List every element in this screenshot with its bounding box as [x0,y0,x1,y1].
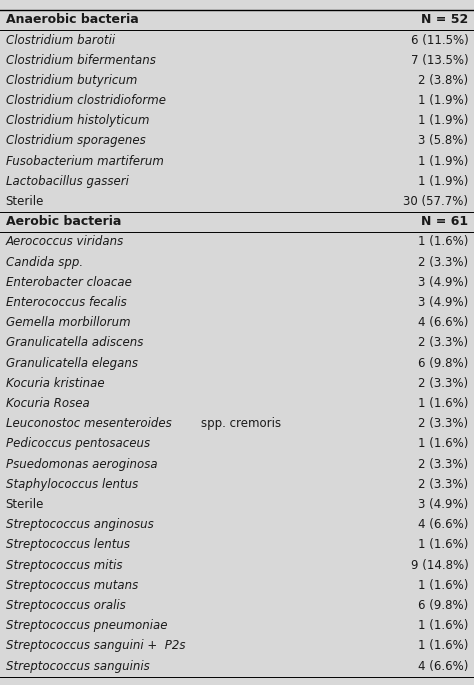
Text: 2 (3.3%): 2 (3.3%) [418,417,468,430]
Text: Aerobic bacteria: Aerobic bacteria [6,215,121,228]
Text: Kocuria Rosea: Kocuria Rosea [6,397,90,410]
Text: Streptococcus lentus: Streptococcus lentus [6,538,130,551]
Text: 1 (1.6%): 1 (1.6%) [418,579,468,592]
Text: Clostridium barotii: Clostridium barotii [6,34,115,47]
Text: 2 (3.3%): 2 (3.3%) [418,458,468,471]
Text: Clostridium clostridioforme: Clostridium clostridioforme [6,94,166,107]
Text: 2 (3.3%): 2 (3.3%) [418,377,468,390]
Text: 1 (1.6%): 1 (1.6%) [418,538,468,551]
Text: Kocuria kristinae: Kocuria kristinae [6,377,104,390]
Text: Staphylococcus lentus: Staphylococcus lentus [6,478,138,491]
Text: Aerococcus viridans: Aerococcus viridans [6,236,124,249]
Text: Streptococcus mitis: Streptococcus mitis [6,559,122,571]
Text: N = 52: N = 52 [421,13,468,26]
Text: Sterile: Sterile [6,498,44,511]
Text: Clostridium sporagenes: Clostridium sporagenes [6,134,146,147]
Text: 1 (1.6%): 1 (1.6%) [418,639,468,652]
Text: 6 (11.5%): 6 (11.5%) [410,34,468,47]
Text: Leuconostoc mesenteroides: Leuconostoc mesenteroides [6,417,172,430]
Text: 2 (3.3%): 2 (3.3%) [418,478,468,491]
Text: 1 (1.9%): 1 (1.9%) [418,155,468,168]
Text: N = 61: N = 61 [421,215,468,228]
Text: 3 (4.9%): 3 (4.9%) [418,296,468,309]
Text: Streptococcus sanguini +  P2s: Streptococcus sanguini + P2s [6,639,185,652]
Text: Sterile: Sterile [6,195,44,208]
Text: Granulicatella elegans: Granulicatella elegans [6,357,137,370]
Text: Streptococcus sanguinis: Streptococcus sanguinis [6,660,149,673]
Text: 30 (57.7%): 30 (57.7%) [403,195,468,208]
Text: 4 (6.6%): 4 (6.6%) [418,660,468,673]
Text: Fusobacterium martiferum: Fusobacterium martiferum [6,155,164,168]
Text: Enterococcus fecalis: Enterococcus fecalis [6,296,127,309]
Text: 2 (3.3%): 2 (3.3%) [418,256,468,269]
Text: Clostridium histolyticum: Clostridium histolyticum [6,114,149,127]
Text: 1 (1.6%): 1 (1.6%) [418,438,468,451]
Text: spp. cremoris: spp. cremoris [201,417,281,430]
Text: Gemella morbillorum: Gemella morbillorum [6,316,130,329]
Text: 1 (1.9%): 1 (1.9%) [418,114,468,127]
Text: 1 (1.6%): 1 (1.6%) [418,619,468,632]
Text: Anaerobic bacteria: Anaerobic bacteria [6,13,138,26]
Text: 1 (1.9%): 1 (1.9%) [418,94,468,107]
Text: 1 (1.6%): 1 (1.6%) [418,397,468,410]
Text: 2 (3.3%): 2 (3.3%) [418,336,468,349]
Text: Pedicoccus pentosaceus: Pedicoccus pentosaceus [6,438,150,451]
Text: Streptococcus pneumoniae: Streptococcus pneumoniae [6,619,167,632]
Text: Granulicatella adiscens: Granulicatella adiscens [6,336,143,349]
Text: 3 (5.8%): 3 (5.8%) [419,134,468,147]
Text: 4 (6.6%): 4 (6.6%) [418,519,468,532]
Text: Streptococcus anginosus: Streptococcus anginosus [6,519,154,532]
Text: Clostridium butyricum: Clostridium butyricum [6,74,137,87]
Text: 4 (6.6%): 4 (6.6%) [418,316,468,329]
Text: 3 (4.9%): 3 (4.9%) [418,276,468,289]
Text: Enterobacter cloacae: Enterobacter cloacae [6,276,132,289]
Text: Streptococcus oralis: Streptococcus oralis [6,599,126,612]
Text: Clostridium bifermentans: Clostridium bifermentans [6,53,155,66]
Text: 9 (14.8%): 9 (14.8%) [410,559,468,571]
Text: 1 (1.6%): 1 (1.6%) [418,236,468,249]
Text: Candida spp.: Candida spp. [6,256,83,269]
Text: 6 (9.8%): 6 (9.8%) [418,599,468,612]
Text: 1 (1.9%): 1 (1.9%) [418,175,468,188]
Text: 7 (13.5%): 7 (13.5%) [410,53,468,66]
Text: 2 (3.8%): 2 (3.8%) [418,74,468,87]
Text: Streptococcus mutans: Streptococcus mutans [6,579,138,592]
Text: Lactobacillus gasseri: Lactobacillus gasseri [6,175,128,188]
Text: 6 (9.8%): 6 (9.8%) [418,357,468,370]
Text: 3 (4.9%): 3 (4.9%) [418,498,468,511]
Text: Psuedomonas aeroginosa: Psuedomonas aeroginosa [6,458,157,471]
